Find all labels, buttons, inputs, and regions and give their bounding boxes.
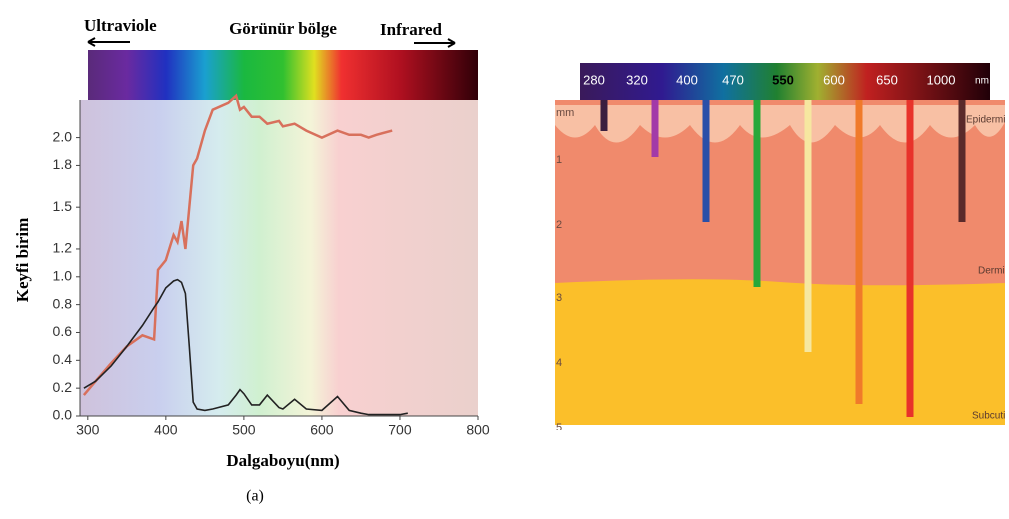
depth-label: 2 <box>556 219 562 231</box>
caption: (a) <box>246 488 264 505</box>
y-tick-label: 0.8 <box>53 295 73 311</box>
uv-label: Ultraviole <box>84 16 157 35</box>
x-tick-label: 700 <box>388 422 412 438</box>
depth-label: 1 <box>556 154 562 166</box>
wavelength-label: nm <box>975 76 989 87</box>
wavelength-label: 280 <box>583 72 605 87</box>
x-tick-label: 800 <box>466 422 490 438</box>
depth-label: mm <box>556 107 574 119</box>
penetration-bar <box>652 100 659 157</box>
depth-label: 3 <box>556 292 562 304</box>
penetration-bar <box>601 100 608 131</box>
arrow <box>414 39 455 47</box>
caption: (b) <box>773 488 792 505</box>
figure: Ultraviole Görünür bölge Infrared Keyfi … <box>0 0 1009 514</box>
wavelength-label: 600 <box>823 72 845 87</box>
depth-label: 5 <box>556 422 562 434</box>
wavelength-label: 650 <box>876 72 898 87</box>
spectrum-bar <box>88 50 478 100</box>
y-tick-label: 0.0 <box>53 407 73 423</box>
visible-label: Görünür bölge <box>229 19 337 38</box>
depth-label: 4 <box>556 357 562 369</box>
wavelength-label: 320 <box>626 72 648 87</box>
wavelength-label: 550 <box>772 72 794 87</box>
penetration-bar <box>856 100 863 404</box>
wavelength-label: 1000 <box>927 72 956 87</box>
y-tick-label: 0.4 <box>53 351 73 367</box>
penetration-bar <box>959 100 966 222</box>
penetration-bar <box>907 100 914 417</box>
penetration-bar <box>754 100 761 287</box>
wavelength-label: 400 <box>676 72 698 87</box>
layer-label: Epidermis <box>966 115 1009 126</box>
panel-a: Ultraviole Görünür bölge Infrared Keyfi … <box>13 16 490 505</box>
y-tick-label: 1.2 <box>53 240 73 256</box>
ir-label: Infrared <box>380 20 443 39</box>
penetration-bar <box>805 100 812 352</box>
layer-label: Subcutis <box>972 411 1009 422</box>
layer-label: Dermis <box>978 266 1009 277</box>
y-tick-label: 1.0 <box>53 267 73 283</box>
panel-b: (b) 280 320 400 470 550 600 650 1000 nm mm 1 2 3 4 5 Ep… <box>555 63 1009 505</box>
y-tick-label: 2.0 <box>53 128 73 144</box>
x-tick-label: 600 <box>310 422 334 438</box>
x-tick-label: 300 <box>76 422 100 438</box>
penetration-bar <box>703 100 710 222</box>
subcutis <box>555 279 1005 425</box>
y-tick-label: 0.2 <box>53 379 73 395</box>
y-tick-label: 1.8 <box>53 156 73 172</box>
wavelength-label: 470 <box>722 72 744 87</box>
plot-background <box>80 100 478 416</box>
x-tick-label: 500 <box>232 422 256 438</box>
y-tick-label: 1.5 <box>53 198 73 214</box>
arrow <box>88 38 130 46</box>
y-tick-label: 0.6 <box>53 323 73 339</box>
y-axis-label: Keyfi birim <box>13 218 32 303</box>
x-axis-label: Dalgaboyu(nm) <box>226 451 339 470</box>
x-tick-label: 400 <box>154 422 178 438</box>
